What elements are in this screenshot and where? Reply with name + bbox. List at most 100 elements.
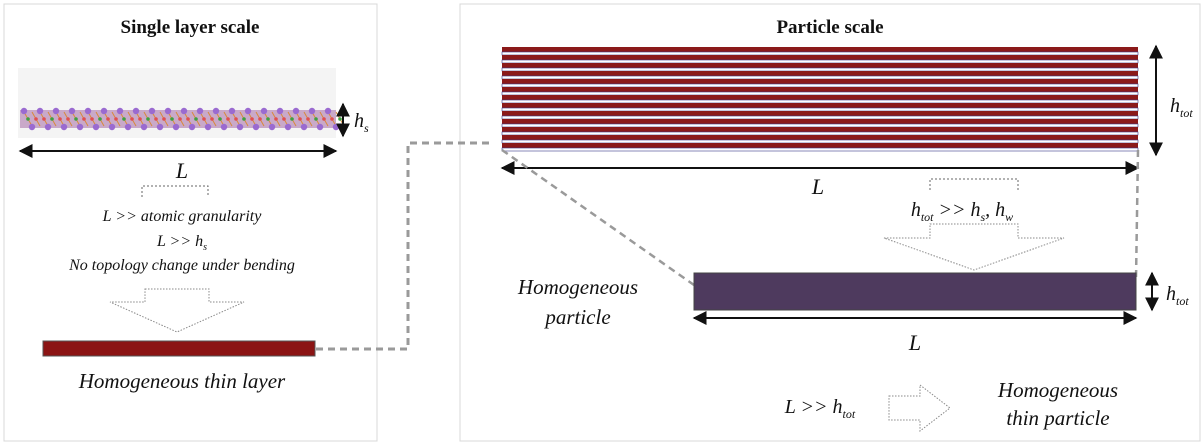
atom <box>210 117 214 121</box>
atom <box>146 117 150 121</box>
atom <box>236 123 244 131</box>
stack-water-band <box>501 59 1139 64</box>
left-L-label: L <box>175 158 188 183</box>
atom <box>68 107 76 115</box>
atom <box>36 107 44 115</box>
atom <box>204 123 212 131</box>
atom <box>202 117 206 121</box>
atom <box>108 123 116 131</box>
condition-topology: No topology change under bending <box>68 257 295 274</box>
left-panel-title: Single layer scale <box>121 17 260 38</box>
atom <box>188 123 196 131</box>
atom <box>100 107 108 115</box>
atom <box>290 117 294 121</box>
projection-right <box>1134 149 1140 280</box>
stack-water-band <box>501 91 1139 96</box>
stack-layer-band <box>502 47 1138 52</box>
atom <box>34 117 38 121</box>
stack-layer-band <box>502 127 1138 132</box>
atom <box>92 123 100 131</box>
particle-L-label: L <box>908 330 921 355</box>
hs-label: hs <box>354 110 369 135</box>
stack-L-label: L <box>811 174 824 199</box>
right-panel-frame <box>459 3 1201 442</box>
atom <box>178 117 182 121</box>
atom <box>84 107 92 115</box>
atom <box>50 117 54 121</box>
stack-layer-band <box>502 135 1138 140</box>
atom <box>338 117 342 121</box>
stack-water-band <box>501 51 1139 56</box>
atom <box>322 117 326 121</box>
atom <box>180 107 188 115</box>
atom <box>212 107 220 115</box>
stack-layer-band <box>502 87 1138 92</box>
atom <box>156 123 164 131</box>
atom <box>170 117 174 121</box>
atom <box>226 117 230 121</box>
layered-stack <box>501 47 1139 152</box>
stack-layer-band <box>502 103 1138 108</box>
atom <box>266 117 270 121</box>
atom <box>244 107 252 115</box>
atom <box>82 117 86 121</box>
atom <box>258 117 262 121</box>
homogeneous-particle <box>693 272 1137 311</box>
stack-water-band <box>501 131 1139 136</box>
right-panel-title: Particle scale <box>776 17 883 38</box>
atom <box>298 117 302 121</box>
atom <box>300 123 308 131</box>
stack-water-band <box>501 147 1139 152</box>
atom <box>162 117 166 121</box>
atom <box>250 117 254 121</box>
condition-atomic: L >> atomic granularity <box>102 208 263 225</box>
atom <box>306 117 310 121</box>
atom <box>132 107 140 115</box>
atom <box>148 107 156 115</box>
atom <box>274 117 278 121</box>
condition-L-hs: L >> hs <box>156 233 207 253</box>
projection-left <box>501 148 695 287</box>
final-label-line1: Homogeneous <box>997 378 1118 402</box>
final-condition: L >> htot <box>784 396 856 421</box>
atom <box>242 117 246 121</box>
stack-water-band <box>501 115 1139 120</box>
atom <box>284 123 292 131</box>
atom <box>116 107 124 115</box>
atom <box>114 117 118 121</box>
atomic-layer-image <box>18 68 345 138</box>
atom <box>196 107 204 115</box>
stack-layer-band <box>502 71 1138 76</box>
atom <box>76 123 84 131</box>
stack-layer-band <box>502 95 1138 100</box>
atom <box>124 123 132 131</box>
particle-htot-label: htot <box>1166 283 1189 308</box>
atom <box>228 107 236 115</box>
htot-condition: htot >> hs, hw <box>911 199 1013 224</box>
atom <box>130 117 134 121</box>
homogeneous-thin-layer <box>42 340 316 357</box>
stack-water-band <box>501 67 1139 72</box>
left-bracket <box>141 185 209 197</box>
atom <box>164 107 172 115</box>
atom <box>186 117 190 121</box>
atom <box>268 123 276 131</box>
stack-water-band <box>501 107 1139 112</box>
atom <box>140 123 148 131</box>
atom <box>194 117 198 121</box>
atom <box>172 123 180 131</box>
atom <box>218 117 222 121</box>
stack-layer-band <box>502 63 1138 68</box>
scale-connector <box>316 141 492 351</box>
atom <box>316 123 324 131</box>
stack-water-band <box>501 75 1139 80</box>
final-label-line2: thin particle <box>1006 406 1109 430</box>
atom <box>282 117 286 121</box>
atom <box>122 117 126 121</box>
thin-layer-label: Homogeneous thin layer <box>78 369 286 393</box>
atom <box>42 117 46 121</box>
stack-water-band <box>501 99 1139 104</box>
atom <box>138 117 142 121</box>
atom <box>260 107 268 115</box>
